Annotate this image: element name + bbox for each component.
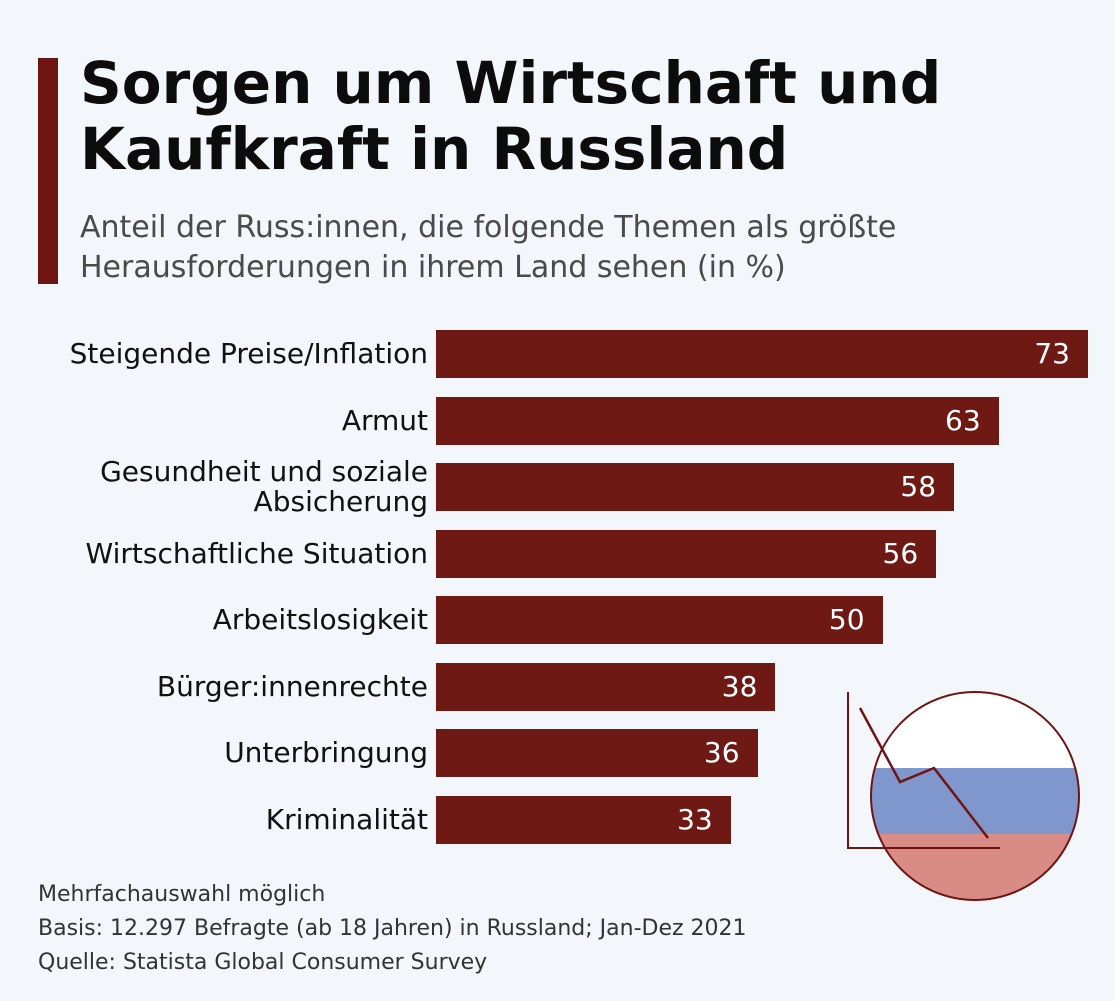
- page-subtitle: Anteil der Russ:innen, die folgende Them…: [80, 210, 897, 285]
- bar-value-label: 50: [828, 603, 865, 636]
- footnotes: Mehrfachauswahl möglich Basis: 12.297 Be…: [38, 878, 747, 980]
- bar-value-label: 63: [945, 403, 981, 437]
- bar-row: Kriminalität 33: [0, 795, 1115, 844]
- bar: 36: [436, 729, 758, 777]
- bar-row: Steigende Preise/Inflation 73: [0, 330, 1115, 378]
- category-label: Gesundheit und soziale Absicherung: [100, 455, 428, 518]
- bar-row: Unterbringung 36: [0, 729, 1115, 777]
- bar-value-label: 36: [703, 736, 740, 769]
- category-label: Unterbringung: [224, 736, 428, 769]
- bar: 73: [436, 330, 1088, 378]
- bar: 33: [436, 795, 731, 844]
- bar-value-label: 33: [677, 802, 713, 836]
- category-label: Steigende Preise/Inflation: [69, 337, 428, 370]
- bar-chart: Steigende Preise/Inflation 73 Armut 63 Gesun…: [0, 320, 1115, 860]
- bar-value-label: 73: [1034, 337, 1070, 370]
- bar-row: Armut 63: [0, 396, 1115, 445]
- bar-row: Bürger:innenrechte 38: [0, 662, 1115, 711]
- bar-value-label: 58: [900, 470, 937, 503]
- bar-row: Arbeitslosigkeit 50: [0, 596, 1115, 644]
- bar: 56: [436, 529, 937, 578]
- footnote-basis: Basis: 12.297 Befragte (ab 18 Jahren) in…: [38, 916, 747, 941]
- category-label: Armut: [341, 403, 428, 437]
- footnote-source: Quelle: Statista Global Consumer Survey: [38, 950, 488, 975]
- bar: 63: [436, 396, 999, 445]
- category-label: Arbeitslosigkeit: [212, 603, 428, 636]
- category-label: Kriminalität: [265, 802, 428, 836]
- page-title: Sorgen um Wirtschaft und Kaufkraft in Ru…: [80, 49, 942, 183]
- category-label: Wirtschaftliche Situation: [85, 536, 428, 570]
- bar-row: Wirtschaftliche Situation 56: [0, 529, 1115, 578]
- russia-flag-icon: [847, 691, 1080, 901]
- title-accent-bar: [38, 58, 58, 284]
- bar: 50: [436, 596, 883, 644]
- bar-value-label: 56: [882, 536, 919, 570]
- bar: 58: [436, 463, 955, 511]
- category-label: Bürger:innenrechte: [156, 669, 428, 703]
- bar-row: Gesundheit und soziale Absicherung 58: [0, 455, 1115, 518]
- bar-value-label: 38: [721, 669, 758, 703]
- footnote-note: Mehrfachauswahl möglich: [38, 882, 326, 907]
- bar: 38: [436, 662, 776, 711]
